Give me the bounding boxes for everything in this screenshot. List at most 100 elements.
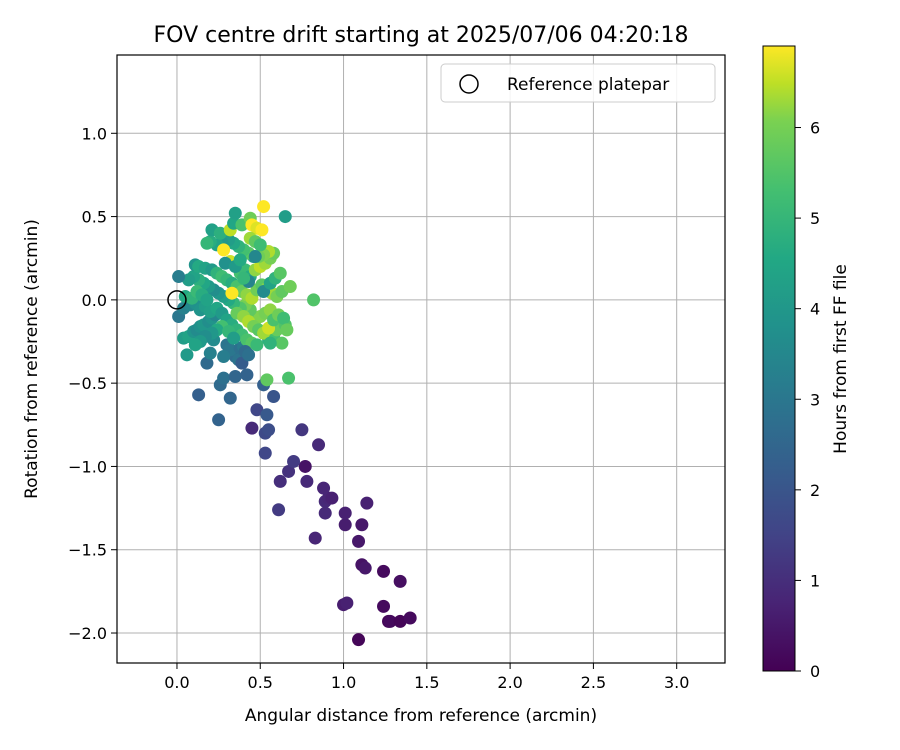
reference-platepar-marker xyxy=(167,290,187,310)
y-axis-label: Rotation from reference (arcmin) xyxy=(22,219,42,499)
data-point xyxy=(393,614,407,628)
data-point xyxy=(233,253,247,267)
data-point xyxy=(318,506,332,520)
data-point xyxy=(217,350,231,364)
data-point xyxy=(393,574,407,588)
data-point xyxy=(360,496,374,510)
colorbar-tick-label: 4 xyxy=(810,300,820,319)
data-point xyxy=(300,474,314,488)
y-axis-ticks: −2.0 −1.5 −1.0 −0.5 0.0 0.5 1.0 xyxy=(68,124,117,643)
data-point xyxy=(250,403,264,417)
y-tick-label: −1.0 xyxy=(68,457,107,476)
data-point xyxy=(340,596,354,610)
data-point xyxy=(223,391,237,405)
y-tick-label: 0.5 xyxy=(82,208,107,227)
grid-lines xyxy=(117,55,725,663)
data-point xyxy=(203,346,217,360)
data-point xyxy=(352,534,366,548)
data-point xyxy=(260,408,274,422)
x-tick-label: 0.5 xyxy=(248,673,273,692)
data-point xyxy=(352,633,366,647)
data-point xyxy=(200,356,214,370)
data-point xyxy=(248,250,262,264)
legend-label-reference: Reference platepar xyxy=(507,75,669,95)
data-point xyxy=(250,338,264,352)
x-tick-label: 1.5 xyxy=(414,673,439,692)
data-point xyxy=(358,561,372,575)
x-axis-label: Angular distance from reference (arcmin) xyxy=(245,706,597,726)
data-point xyxy=(188,338,202,352)
data-point xyxy=(355,518,369,532)
colorbar-label: Hours from first FF file xyxy=(831,264,851,454)
data-point xyxy=(272,503,286,517)
data-point xyxy=(312,438,326,452)
data-point xyxy=(273,474,287,488)
data-point xyxy=(317,481,331,495)
legend-marker-reference xyxy=(459,74,479,94)
data-point xyxy=(228,206,242,220)
data-point xyxy=(237,271,251,285)
y-tick-label: −0.5 xyxy=(68,374,107,393)
data-point xyxy=(212,413,226,427)
data-point xyxy=(377,564,391,578)
data-point xyxy=(308,531,322,545)
colorbar-tick-label: 0 xyxy=(810,662,820,681)
data-point xyxy=(282,371,296,385)
data-point xyxy=(182,273,196,287)
colorbar-tick-label: 2 xyxy=(810,481,820,500)
colorbar xyxy=(762,45,796,672)
y-tick-label: 0.0 xyxy=(82,291,107,310)
data-point xyxy=(267,389,281,403)
x-tick-label: 2.5 xyxy=(581,673,606,692)
colorbar-tick-label: 6 xyxy=(810,119,820,138)
legend: Reference platepar xyxy=(440,63,716,103)
data-point xyxy=(192,388,206,402)
data-points xyxy=(167,200,417,647)
data-point xyxy=(280,323,294,337)
data-point xyxy=(228,369,242,383)
data-point xyxy=(278,210,292,224)
data-point xyxy=(307,293,321,307)
colorbar-tick-label: 3 xyxy=(810,390,820,409)
colorbar-tick-label: 5 xyxy=(810,209,820,228)
data-point xyxy=(298,459,312,473)
y-tick-label: −2.0 xyxy=(68,624,107,643)
x-tick-label: 0.0 xyxy=(164,673,189,692)
data-point xyxy=(273,266,287,280)
data-point xyxy=(275,336,289,350)
data-point xyxy=(242,348,256,362)
data-point xyxy=(240,368,254,382)
chart-title: FOV centre drift starting at 2025/07/06 … xyxy=(154,23,689,48)
data-point xyxy=(262,423,276,437)
data-point xyxy=(245,421,259,435)
data-point xyxy=(287,454,301,468)
colorbar-ticks: 0 1 2 3 4 5 6 xyxy=(795,119,820,681)
data-point xyxy=(257,200,271,214)
legend-frame xyxy=(440,63,716,103)
data-point xyxy=(217,243,231,257)
data-point xyxy=(180,348,194,362)
data-point xyxy=(200,293,214,307)
x-tick-label: 3.0 xyxy=(664,673,689,692)
data-point xyxy=(338,518,352,532)
data-point xyxy=(403,611,417,625)
data-point xyxy=(263,336,277,350)
data-point xyxy=(377,599,391,613)
data-point xyxy=(258,446,272,460)
data-point xyxy=(200,236,214,250)
plot-frame xyxy=(116,54,726,664)
x-tick-label: 1.0 xyxy=(331,673,356,692)
data-point xyxy=(282,464,296,478)
data-point xyxy=(260,373,274,387)
data-point xyxy=(217,371,231,385)
x-tick-label: 2.0 xyxy=(497,673,522,692)
data-point xyxy=(213,226,227,240)
data-point xyxy=(383,614,397,628)
data-point xyxy=(295,423,309,437)
data-point xyxy=(227,331,241,345)
data-point xyxy=(172,270,186,284)
data-point xyxy=(283,280,297,294)
colorbar-tick-label: 1 xyxy=(810,571,820,590)
y-tick-label: −1.5 xyxy=(68,541,107,560)
